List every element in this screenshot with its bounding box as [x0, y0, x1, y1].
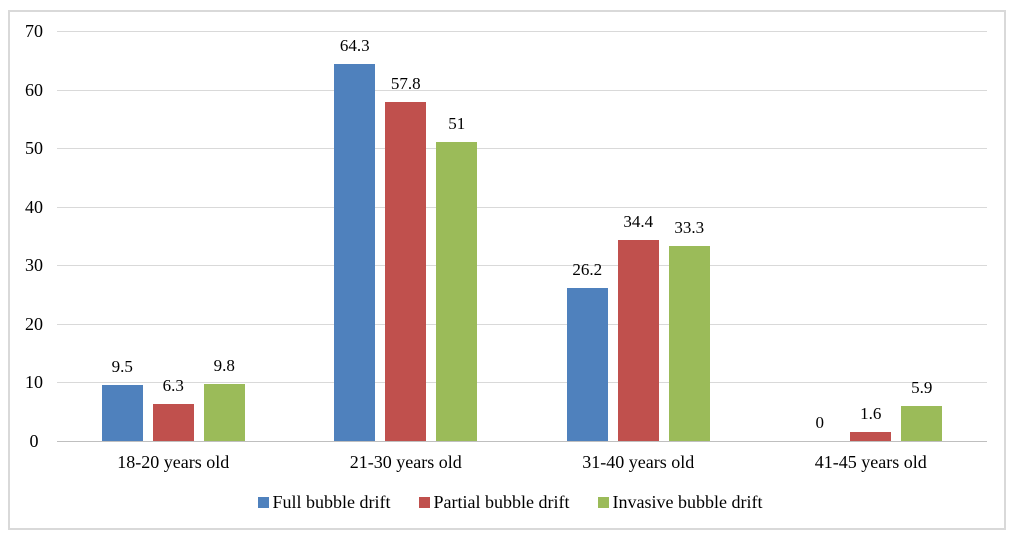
bar-with-label: 1.6 [850, 404, 892, 441]
y-axis-tick-label: 70 [25, 21, 43, 41]
bar-group: 26.2 34.4 33.3 [566, 212, 710, 441]
bar-group: 9.5 6.3 9.8 [101, 356, 245, 441]
y-axis-tick-label: 40 [25, 196, 43, 217]
gridline [57, 89, 987, 91]
y-axis-tick-label: 10 [25, 372, 43, 393]
category-label: 31-40 years old [582, 452, 695, 472]
legend-item: Full bubble drift [257, 491, 391, 513]
legend-swatch [257, 496, 269, 508]
bar-with-label: 6.3 [152, 376, 194, 441]
bar [385, 102, 427, 441]
gridline [57, 148, 987, 150]
y-axis-tick-label: 30 [25, 255, 43, 276]
bar-value-label: 9.8 [213, 356, 235, 375]
bar-with-label: 5.9 [901, 378, 943, 441]
gridline [57, 265, 987, 267]
bar-value-label: 51 [448, 114, 466, 133]
legend-item: Partial bubble drift [418, 491, 570, 513]
bar-value-label: 0 [815, 413, 825, 432]
bar-value-label: 34.4 [623, 212, 654, 231]
bar [566, 288, 608, 441]
bar-value-label: 26.2 [572, 260, 603, 279]
legend-label: Invasive bubble drift [612, 492, 763, 512]
bar-value-label: 1.6 [860, 404, 882, 423]
bar-value-label: 6.3 [162, 376, 184, 395]
legend-label: Full bubble drift [272, 492, 391, 512]
bar [203, 384, 245, 441]
bar-with-label: 9.8 [203, 356, 245, 441]
bar-with-label: 57.8 [385, 74, 427, 441]
legend: Full bubble drift Partial bubble drift Inv… [10, 491, 1010, 513]
gridline [57, 206, 987, 208]
y-axis-tick-label: 50 [25, 138, 43, 159]
legend-label: Partial bubble drift [433, 492, 570, 512]
bar-with-label: 9.5 [101, 357, 143, 441]
bar [101, 385, 143, 441]
bar [152, 404, 194, 441]
y-axis-tick-label: 20 [25, 313, 43, 334]
bar [668, 246, 710, 441]
category-label: 18-20 years old [117, 452, 230, 472]
bar-with-label: 0 [799, 413, 840, 441]
bar-value-label: 33.3 [674, 218, 705, 237]
x-axis-line [57, 441, 987, 442]
gridline [57, 31, 987, 32]
bar-value-label: 64.3 [339, 36, 370, 55]
bar-with-label: 33.3 [668, 218, 710, 441]
bar-with-label: 64.3 [334, 36, 376, 441]
bar [901, 406, 943, 441]
chart-frame [8, 10, 1006, 530]
bar-with-label: 26.2 [566, 260, 608, 441]
legend-item: Invasive bubble drift [597, 491, 763, 513]
bar-value-label: 57.8 [390, 74, 421, 93]
bar [850, 432, 892, 441]
bar-value-label: 5.9 [911, 378, 933, 397]
legend-swatch [418, 496, 430, 508]
gridline [57, 382, 987, 384]
bar-with-label: 51 [436, 114, 478, 441]
bar-group: 64.3 57.8 51 [334, 36, 478, 441]
gridline [57, 323, 987, 325]
bar [617, 240, 659, 441]
y-axis-tick-label: 60 [25, 79, 43, 100]
bar [334, 64, 376, 441]
legend-swatch [597, 496, 609, 508]
bar-with-label: 34.4 [617, 212, 659, 441]
bar-group: 0 1.6 5.9 [799, 378, 943, 441]
category-label: 21-30 years old [349, 452, 462, 472]
bar [436, 142, 478, 441]
category-label: 41-45 years old [814, 452, 927, 472]
y-axis-tick-label: 0 [29, 431, 39, 451]
bar-value-label: 9.5 [111, 357, 133, 376]
